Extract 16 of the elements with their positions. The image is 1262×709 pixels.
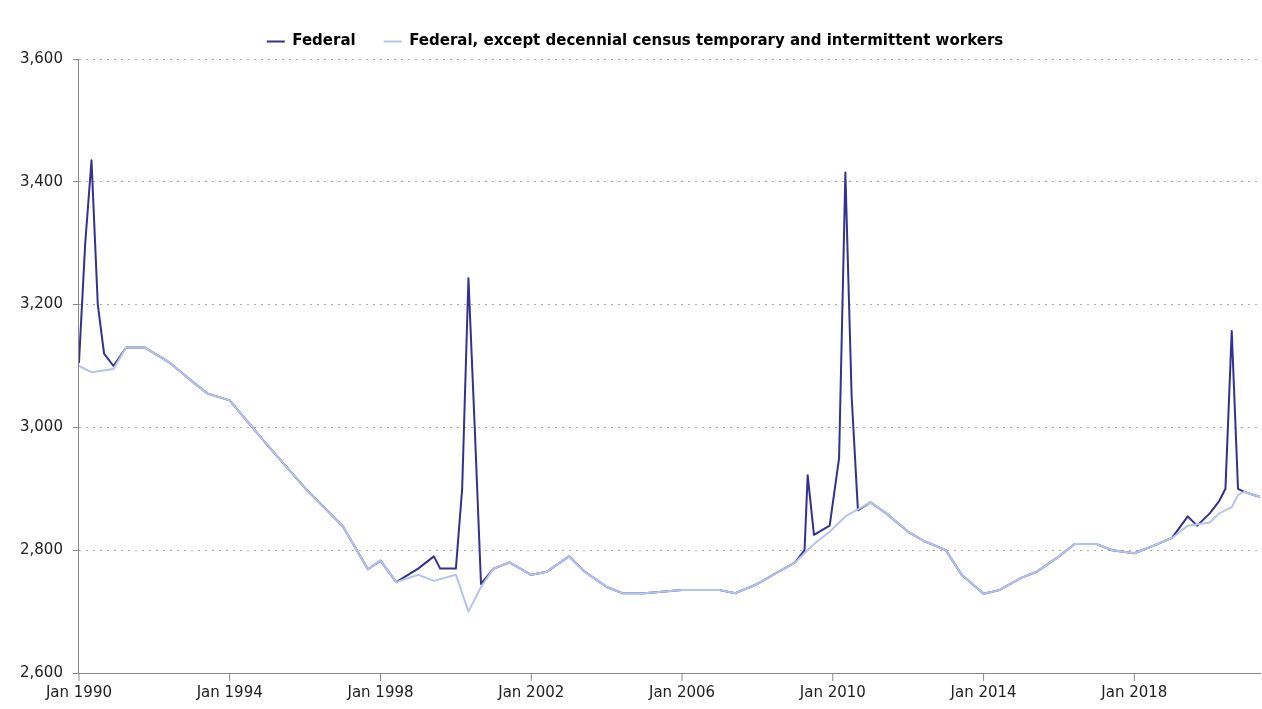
x-tick-label: Jan 2006 (648, 682, 716, 701)
x-tick-label: Jan 1990 (44, 682, 112, 701)
y-tick-label: 3,600 (19, 48, 63, 67)
legend-label: Federal (292, 31, 356, 50)
x-tick-label: Jan 1998 (346, 682, 414, 701)
x-tick-label: Jan 2010 (798, 682, 866, 701)
y-tick-label: 3,200 (19, 294, 63, 313)
y-tick-label: 2,600 (19, 662, 63, 681)
x-tick-label: Jan 2014 (949, 682, 1017, 701)
x-tick-label: Jan 2002 (497, 682, 565, 701)
x-tick-label: Jan 2018 (1100, 682, 1168, 701)
y-tick-label: 3,400 (19, 171, 63, 190)
legend-label: Federal, except decennial census temporary and intermittent workers (409, 31, 1004, 50)
y-tick-label: 2,800 (19, 540, 63, 559)
y-tick-label: 3,000 (19, 417, 63, 436)
x-tick-label: Jan 1994 (195, 682, 263, 701)
